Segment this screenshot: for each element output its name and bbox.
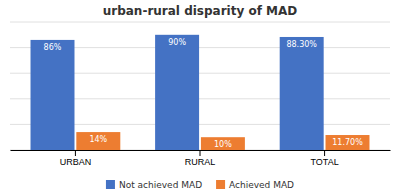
legend-label: Achieved MAD [229,180,294,190]
x-axis: URBAN RURAL TOTAL [11,150,391,167]
bar [31,40,75,150]
legend-item: Achieved MAD [216,180,294,190]
grid [10,22,390,150]
bars [31,35,370,150]
data-label: 86% [44,43,62,52]
legend: Not achieved MAD Achieved MAD [106,180,294,190]
legend-item: Not achieved MAD [106,180,202,190]
x-tick: TOTAL [310,150,338,167]
bar [280,37,324,150]
legend-swatch [106,180,115,189]
bar [155,35,199,150]
tick-mark [200,150,201,156]
legend-label: Not achieved MAD [119,180,202,190]
tick-label: RURAL [185,157,216,167]
tick-label: TOTAL [310,157,338,167]
data-label: 88.30% [286,40,317,49]
x-tick: RURAL [185,150,216,167]
tick-label: URBAN [60,157,92,167]
data-label: 14% [89,135,107,144]
title: urban-rural disparity of MAD [103,4,298,18]
tick-mark [75,150,76,156]
data-label: 90% [168,38,186,47]
grid-line [10,22,390,23]
x-tick: URBAN [60,150,92,167]
tick-mark [324,150,325,156]
bar [76,132,120,150]
legend-swatch [216,180,225,189]
data-labels: 86% 90% 88.30% 14% 10% 11.70% [44,38,364,149]
bar [326,135,370,150]
bar [201,137,245,150]
data-label: 10% [214,140,232,149]
data-label: 11.70% [332,138,363,147]
chart: 86% 90% 88.30% 14% 10% 11.70% URBAN RURAL TOTAL u… [0,0,400,196]
